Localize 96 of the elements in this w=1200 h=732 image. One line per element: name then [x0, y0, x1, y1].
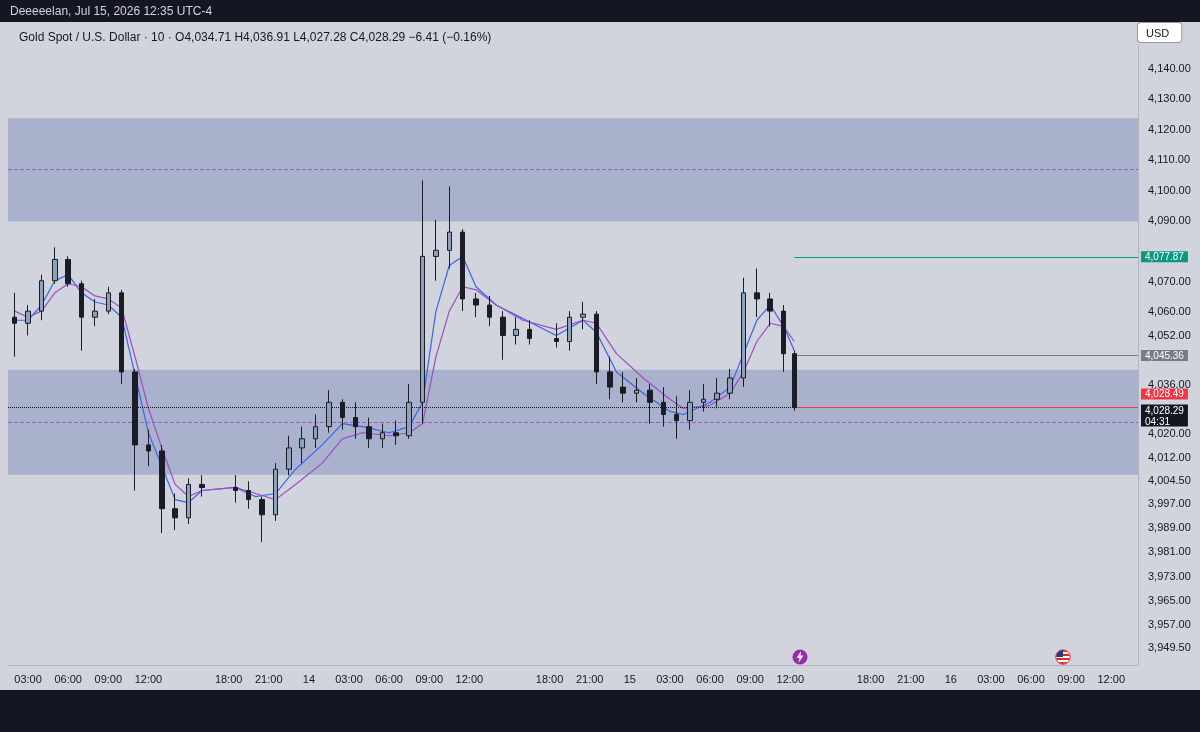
candlestick — [246, 480, 251, 510]
candlestick — [433, 219, 439, 282]
x-tick-label: 12:00 — [776, 672, 805, 685]
y-tick-label: 4,110.00 — [1148, 153, 1191, 166]
ref-line-label: 4,028.29 04:31 — [1145, 404, 1185, 427]
candlestick — [65, 255, 71, 288]
candlestick — [119, 289, 124, 385]
y-tick-label: 4,020.00 — [1148, 426, 1191, 439]
candlestick — [52, 246, 58, 285]
y-axis-title: USD — [1146, 26, 1170, 39]
candlestick — [594, 310, 599, 385]
x-tick-label: 03:00 — [335, 672, 363, 685]
x-tick-label: 06:00 — [375, 672, 403, 685]
candlestick — [92, 298, 98, 327]
y-tick-label: 4,060.00 — [1148, 305, 1191, 318]
candlestick — [607, 356, 613, 400]
candlestick — [313, 413, 318, 449]
candlestick — [393, 420, 399, 446]
candlestick — [79, 280, 84, 352]
x-tick-label: 14 — [302, 672, 316, 685]
ref-line-label: 4,045.36 — [1145, 350, 1185, 362]
candlestick — [473, 292, 479, 318]
x-tick-label: 12:00 — [455, 672, 484, 685]
candlestick — [620, 371, 626, 403]
y-tick-label: 3,949.50 — [1148, 641, 1191, 654]
x-tick-label: 03:00 — [977, 672, 1005, 685]
x-tick-label: 18:00 — [535, 672, 564, 685]
candlestick — [299, 426, 305, 464]
y-tick-label: 4,100.00 — [1148, 183, 1191, 196]
candlestick — [259, 496, 265, 543]
ref-line-label: 4,028.49 — [1145, 388, 1185, 400]
candlestick — [460, 228, 465, 312]
x-tick-label: 18:00 — [856, 672, 885, 685]
x-tick-label: 09:00 — [415, 672, 444, 685]
candlestick — [741, 277, 746, 388]
x-tick-label: 06:00 — [696, 672, 724, 685]
candlestick — [767, 292, 773, 327]
candlestick — [146, 429, 151, 467]
x-tick-label: 16 — [944, 672, 957, 685]
x-tick-label: 03:00 — [656, 672, 684, 685]
x-tick-label: 09:00 — [736, 672, 764, 685]
candlestick — [500, 310, 506, 361]
candlestick — [172, 493, 178, 531]
candlestick — [634, 377, 639, 403]
candlestick — [273, 462, 278, 522]
chart-subtitle: Deeeeelan, Jul 15, 2026 12:35 UTC-4 — [10, 4, 213, 18]
candlestick — [580, 301, 586, 330]
candlestick — [159, 444, 165, 534]
candlestick — [487, 295, 492, 327]
y-tick-label: 3,965.00 — [1148, 593, 1191, 606]
y-tick-label: 4,052.00 — [1148, 329, 1191, 342]
x-tick-label: 21:00 — [896, 672, 925, 685]
y-tick-label: 3,973.00 — [1148, 569, 1191, 582]
x-tick-label: 06:00 — [1017, 672, 1045, 685]
ref-line-label: 4,077.87 — [1145, 251, 1185, 263]
candlestick — [727, 368, 733, 400]
y-tick-label: 4,120.00 — [1148, 122, 1191, 135]
x-tick-label: 09:00 — [1057, 672, 1085, 685]
candlestick — [554, 322, 559, 349]
candlestick — [567, 310, 572, 352]
x-tick-label: 21:00 — [575, 672, 604, 685]
y-tick-label: 4,130.00 — [1148, 92, 1191, 105]
y-tick-label: 4,012.00 — [1148, 451, 1191, 464]
candlestick — [366, 417, 372, 449]
candlestick — [781, 304, 786, 373]
x-tick-label: 06:00 — [54, 672, 82, 685]
x-tick-label: 18:00 — [214, 672, 243, 685]
candlestick — [513, 316, 519, 346]
candlestick — [286, 435, 292, 476]
candlestick — [754, 268, 760, 318]
x-tick-label: 21:00 — [255, 672, 283, 685]
y-tick-label: 3,981.00 — [1148, 545, 1191, 558]
candlestick — [199, 474, 205, 498]
candlestick — [233, 474, 238, 504]
candlestick — [527, 319, 532, 346]
y-tick-label: 4,070.00 — [1148, 274, 1191, 287]
x-tick-label: 15 — [623, 672, 636, 685]
y-tick-label: 3,989.00 — [1148, 520, 1191, 533]
x-tick-label: 12:00 — [134, 672, 163, 685]
y-tick-label: 4,004.50 — [1148, 473, 1191, 486]
candlestick — [447, 185, 452, 270]
candlestick — [12, 292, 17, 358]
x-tick-label: 12:00 — [1097, 672, 1126, 685]
candlestick — [380, 423, 385, 449]
y-tick-label: 3,957.00 — [1148, 618, 1191, 631]
chart-title: Gold Spot / U.S. Dollar · 10 · O4,034.71 H4,036.91 L4,027.28 C4,028.29 −6.41 (−0.16%) — [19, 30, 492, 44]
candlestick — [106, 286, 111, 315]
y-tick-label: 3,997.00 — [1148, 496, 1191, 509]
x-tick-label: 03:00 — [14, 672, 42, 685]
candlestick — [25, 304, 31, 336]
x-tick-label: 09:00 — [94, 672, 123, 685]
y-tick-label: 4,140.00 — [1148, 61, 1191, 74]
y-tick-label: 4,036.00 — [1148, 378, 1191, 391]
candlestick — [186, 477, 191, 525]
candlestick — [39, 274, 44, 321]
y-tick-label: 4,090.00 — [1148, 213, 1191, 226]
